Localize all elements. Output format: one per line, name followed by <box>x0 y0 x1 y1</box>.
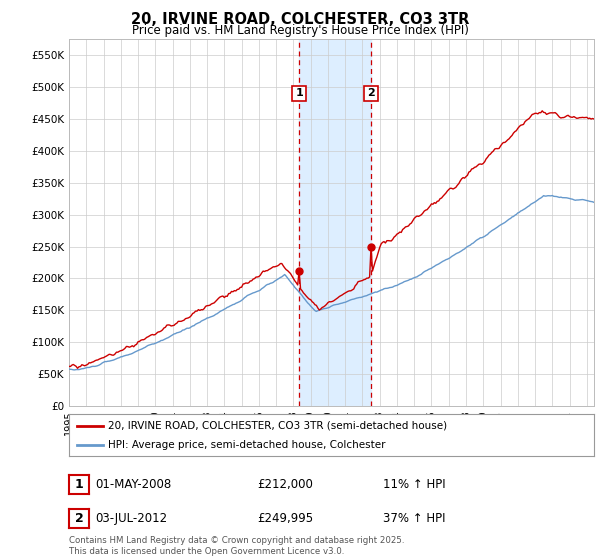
Text: 20, IRVINE ROAD, COLCHESTER, CO3 3TR: 20, IRVINE ROAD, COLCHESTER, CO3 3TR <box>131 12 469 27</box>
Text: 1: 1 <box>295 88 303 99</box>
Text: 37% ↑ HPI: 37% ↑ HPI <box>383 512 446 525</box>
Text: Contains HM Land Registry data © Crown copyright and database right 2025.
This d: Contains HM Land Registry data © Crown c… <box>69 536 404 556</box>
Text: HPI: Average price, semi-detached house, Colchester: HPI: Average price, semi-detached house,… <box>109 440 386 450</box>
Text: 1: 1 <box>75 478 83 491</box>
Text: 11% ↑ HPI: 11% ↑ HPI <box>383 478 446 492</box>
Text: 2: 2 <box>75 512 83 525</box>
Text: 20, IRVINE ROAD, COLCHESTER, CO3 3TR (semi-detached house): 20, IRVINE ROAD, COLCHESTER, CO3 3TR (se… <box>109 421 448 431</box>
Text: Price paid vs. HM Land Registry's House Price Index (HPI): Price paid vs. HM Land Registry's House … <box>131 24 469 36</box>
Text: 01-MAY-2008: 01-MAY-2008 <box>95 478 172 492</box>
Text: £249,995: £249,995 <box>257 512 314 525</box>
Bar <box>299 39 371 406</box>
Text: £212,000: £212,000 <box>257 478 313 492</box>
Text: 03-JUL-2012: 03-JUL-2012 <box>95 512 167 525</box>
Text: 2: 2 <box>367 88 375 99</box>
